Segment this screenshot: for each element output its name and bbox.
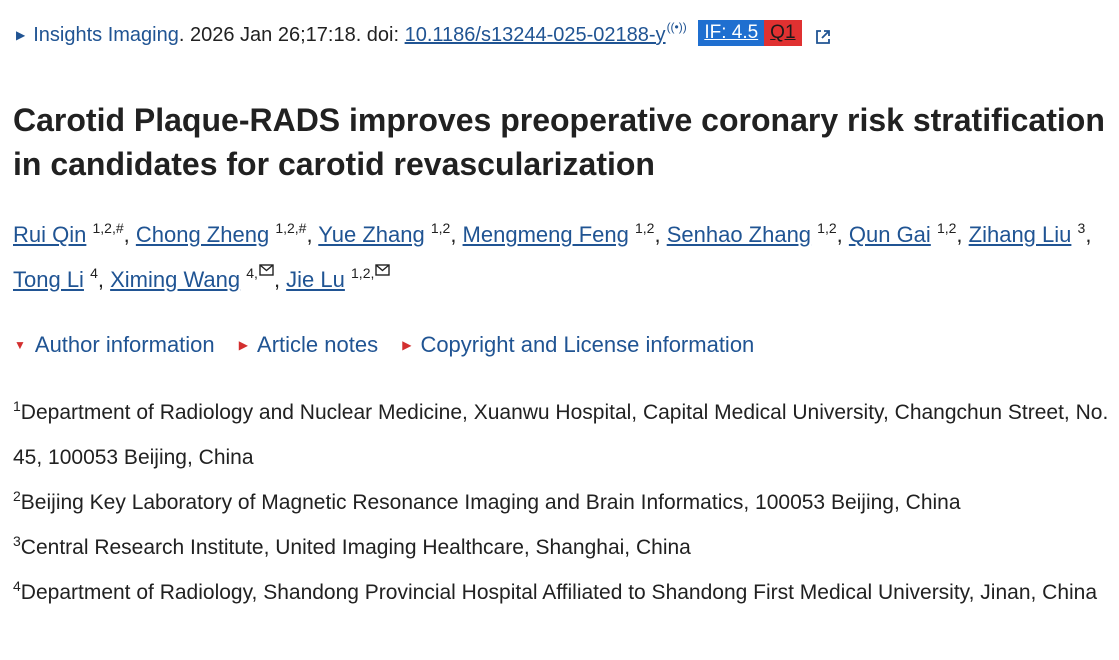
article-title: Carotid Plaque-RADS improves preoperativ… xyxy=(13,102,1105,182)
author-affiliation-sup: 1,2, xyxy=(351,264,391,281)
doi-link[interactable]: 10.1186/s13244-025-02188-y xyxy=(404,24,666,46)
author-affiliation-sup: 1,2 xyxy=(430,220,451,236)
toggle-label: Author information xyxy=(34,332,215,357)
quartile-badge[interactable]: Q1 xyxy=(764,20,802,46)
expand-triangle-icon: ▶ xyxy=(238,338,249,352)
affiliation-number: 1 xyxy=(13,398,21,414)
author-link[interactable]: Tong Li xyxy=(13,267,84,292)
author-link[interactable]: Senhao Zhang xyxy=(666,222,812,247)
affiliation-list: 1Department of Radiology and Nuclear Med… xyxy=(13,390,1113,615)
citation-line: ▶ Insights Imaging. 2026 Jan 26;17:18. do… xyxy=(16,12,831,54)
article-notes-toggle[interactable]: ▶ Article notes xyxy=(239,332,378,357)
affiliation-number: 2 xyxy=(13,488,21,504)
affiliation-item: 4Department of Radiology, Shandong Provi… xyxy=(13,570,1113,615)
affiliation-number: 3 xyxy=(13,533,21,549)
expand-triangle-icon: ▶ xyxy=(402,338,412,352)
author-list: Rui Qin 1,2,#, Chong Zheng 1,2,#, Yue Zh… xyxy=(13,220,1092,292)
author-affiliation-number: 1,2, xyxy=(351,265,375,281)
mail-icon[interactable] xyxy=(375,264,391,276)
author-affiliation-number: 4, xyxy=(246,265,258,281)
citation-details: . 2026 Jan 26;17:18. doi: xyxy=(178,24,405,46)
author-link[interactable]: Zihang Liu xyxy=(968,222,1072,247)
author-affiliation-sup: 1,2 xyxy=(817,220,837,236)
author-information-toggle[interactable]: ▼ Author information xyxy=(14,332,215,357)
affiliation-item: 1Department of Radiology and Nuclear Med… xyxy=(13,390,1113,480)
affiliation-number: 4 xyxy=(13,578,21,594)
author-affiliation-sup: 3 xyxy=(1077,220,1086,236)
toggle-label: Article notes xyxy=(257,332,379,357)
author-affiliation-sup: 1,2,# xyxy=(275,220,307,236)
article-info-toggles: ▼ Author information ▶ Article notes ▶ Copy… xyxy=(14,329,772,361)
metrics-badges: IF: 4.5 Q1 xyxy=(698,17,802,47)
author-affiliation-sup: 4 xyxy=(90,265,98,281)
affiliation-item: 3Central Research Institute, United Imag… xyxy=(13,525,1113,570)
affiliation-text: Central Research Institute, United Imagi… xyxy=(20,536,691,559)
affiliation-text: Department of Radiology and Nuclear Medi… xyxy=(13,401,1109,469)
mail-icon[interactable] xyxy=(259,264,274,276)
author-link[interactable]: Yue Zhang xyxy=(318,222,425,247)
journal-link[interactable]: Insights Imaging xyxy=(33,24,179,46)
author-affiliation-sup: 1,2 xyxy=(635,220,655,236)
broadcast-icon: ((•)) xyxy=(666,20,687,34)
affiliation-text: Beijing Key Laboratory of Magnetic Reson… xyxy=(20,491,961,514)
author-affiliation-sup: 1,2,# xyxy=(92,220,124,236)
author-link[interactable]: Qun Gai xyxy=(848,222,931,247)
author-link[interactable]: Mengmeng Feng xyxy=(462,222,629,247)
toggle-label: Copyright and License information xyxy=(420,332,755,357)
author-affiliation-sup: 1,2 xyxy=(936,220,957,236)
affiliation-item: 2Beijing Key Laboratory of Magnetic Reso… xyxy=(13,480,1113,525)
collapse-triangle-icon: ▼ xyxy=(14,338,26,352)
copyright-license-toggle[interactable]: ▶ Copyright and License information xyxy=(402,332,754,357)
author-link[interactable]: Ximing Wang xyxy=(110,267,241,292)
expand-triangle-icon[interactable]: ▶ xyxy=(16,28,26,42)
author-link[interactable]: Chong Zheng xyxy=(135,222,270,247)
impact-factor-badge[interactable]: IF: 4.5 xyxy=(698,20,765,46)
external-link-icon[interactable] xyxy=(815,24,831,54)
author-affiliation-sup: 4, xyxy=(246,264,274,281)
affiliation-text: Department of Radiology, Shandong Provin… xyxy=(20,581,1098,604)
author-link[interactable]: Jie Lu xyxy=(286,267,345,292)
author-link[interactable]: Rui Qin xyxy=(13,222,87,247)
